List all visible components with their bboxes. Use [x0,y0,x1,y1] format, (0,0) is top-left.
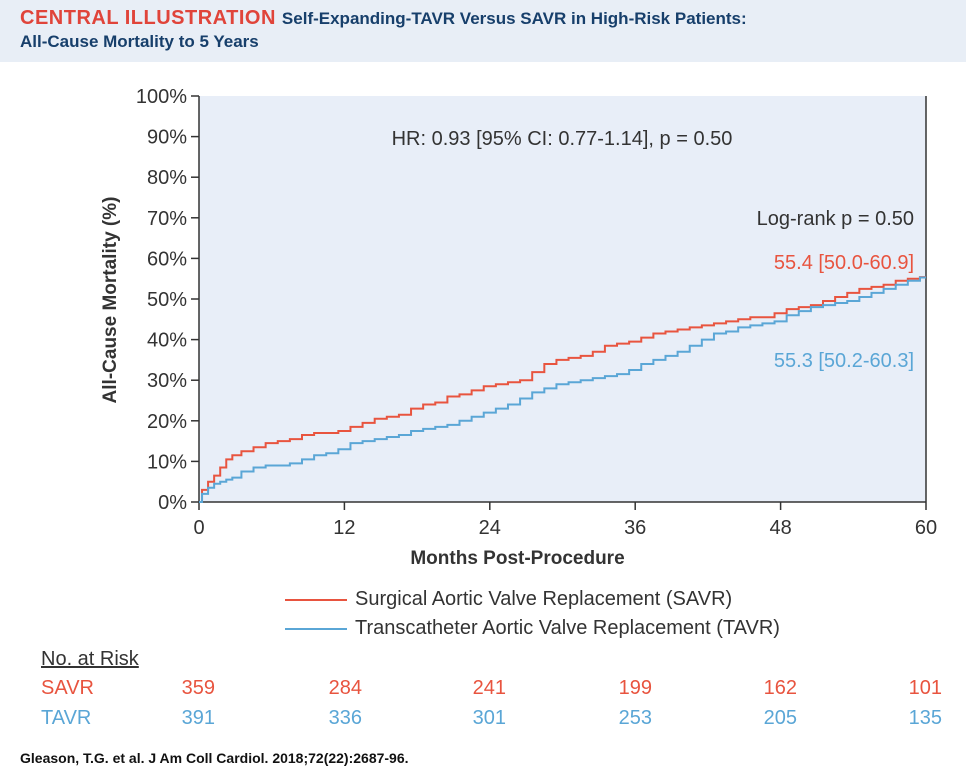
risk-value: 301 [472,707,506,729]
x-tick-label: 0 [193,517,204,539]
header-banner: CENTRAL ILLUSTRATION Self-Expanding-TAVR … [0,0,966,62]
risk-value: 205 [763,707,797,729]
x-tick-label: 36 [624,517,646,539]
x-tick-label: 60 [915,517,937,539]
risk-value: 199 [618,677,652,699]
risk-row-tavr: TAVR 391 336 301 253 205 135 [0,707,966,733]
hr-annotation: HR: 0.93 [95% CI: 0.77-1.14], p = 0.50 [392,128,733,150]
x-tick-label: 12 [333,517,355,539]
figure-title: Self-Expanding-TAVR Versus SAVR in High-… [281,9,747,28]
risk-value: 359 [181,677,215,699]
risk-row-label: SAVR [41,677,94,699]
legend-label-tavr: Transcatheter Aortic Valve Replacement (… [355,617,780,639]
central-illustration-label: CENTRAL ILLUSTRATION [20,7,276,29]
x-tick-label: 24 [479,517,501,539]
savr-value-label: 55.4 [50.0-60.9] [774,252,914,274]
legend-swatch-savr [285,599,347,601]
y-tick-label: 20% [147,411,187,433]
savr-curve [199,276,926,503]
y-axis-label: All-Cause Mortality (%) [100,197,121,404]
tavr-curve [199,276,926,503]
tavr-value-label: 55.3 [50.2-60.3] [774,350,914,372]
risk-row-label: TAVR [41,707,92,729]
risk-row-savr: SAVR 359 284 241 199 162 101 [0,677,966,703]
y-tick-label: 70% [147,208,187,230]
plot-area [199,96,926,502]
risk-value: 253 [618,707,652,729]
risk-value: 135 [908,707,942,729]
risk-value: 284 [328,677,362,699]
risk-value: 241 [472,677,506,699]
y-tick-label: 60% [147,248,187,270]
risk-value: 336 [328,707,362,729]
y-tick-label: 10% [147,451,187,473]
risk-value: 101 [908,677,942,699]
risk-value: 391 [181,707,215,729]
y-tick-label: 90% [147,127,187,149]
x-tick-label: 48 [769,517,791,539]
figure-subtitle: All-Cause Mortality to 5 Years [20,32,259,51]
mortality-chart: 0% 10% 20% 30% 40% 50% 60% 70% 80% 90% 100% 0 12 24 36… [100,86,937,569]
risk-value: 162 [763,677,797,699]
y-tick-label: 50% [147,289,187,311]
y-tick-label: 0% [158,492,187,514]
header-title-line1: CENTRAL ILLUSTRATION Self-Expanding-TAVR … [20,7,747,30]
legend-swatch-tavr [285,628,347,630]
y-tick-label: 30% [147,370,187,392]
risk-table-title: No. at Risk [41,648,139,670]
logrank-annotation: Log-rank p = 0.50 [757,208,914,230]
legend-label-savr: Surgical Aortic Valve Replacement (SAVR) [355,588,733,610]
risk-table: No. at Risk SAVR 359 284 241 199 162 101… [0,645,966,740]
y-tick-label: 80% [147,167,187,189]
y-tick-label: 100% [136,86,187,108]
y-tick-label: 40% [147,330,187,352]
citation: Gleason, T.G. et al. J Am Coll Cardiol. … [20,750,409,766]
x-axis-label: Months Post-Procedure [410,548,624,569]
